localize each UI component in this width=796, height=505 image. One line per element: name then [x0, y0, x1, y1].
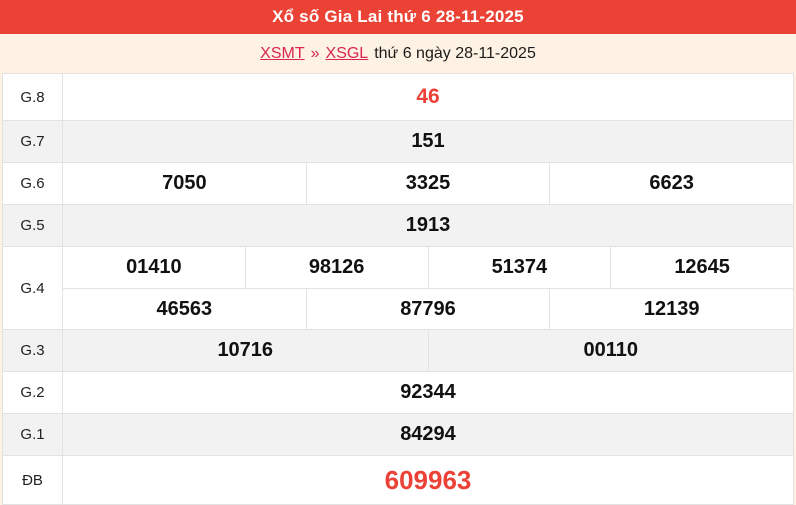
prize-label: G.5: [3, 205, 63, 246]
prize-values: 151: [63, 121, 793, 162]
prize-values: 609963: [63, 456, 793, 504]
prize-row-g7: G.7 151: [3, 120, 793, 162]
prize-number: 51374: [427, 247, 611, 288]
prize-label: G.8: [3, 74, 63, 120]
prize-label: G.3: [3, 330, 63, 371]
prize-number: 87796: [305, 289, 550, 329]
prize-subrow: 10716 00110: [63, 330, 793, 371]
prize-row-g3: G.3 10716 00110: [3, 329, 793, 371]
prize-values: 1913: [63, 205, 793, 246]
prize-subrow: 01410 98126 51374 12645: [63, 247, 793, 288]
prize-values: 46: [63, 74, 793, 120]
prize-row-g4: G.4 01410 98126 51374 12645 46563 87796 12139: [3, 246, 793, 329]
prize-number: 151: [411, 130, 445, 152]
prize-subrow: 7050 3325 6623: [63, 163, 793, 204]
prize-number: 10716: [217, 339, 274, 361]
prize-label: G.4: [3, 247, 63, 329]
breadcrumb-link-xsmt[interactable]: XSMT: [260, 44, 305, 62]
prize-label: G.2: [3, 372, 63, 413]
prize-label: ĐB: [3, 456, 63, 504]
prize-values: 7050 3325 6623: [63, 163, 793, 204]
results-table: G.8 46 G.7 151 G.6 7050 3325 6623 G.5 1913 G.4 0141…: [2, 73, 794, 505]
prize-values: 92344: [63, 372, 793, 413]
prize-subrow: 46563 87796 12139: [63, 288, 793, 329]
prize-row-g8: G.8 46: [3, 74, 793, 120]
prize-number: 92344: [400, 381, 456, 403]
prize-number: 6623: [549, 163, 793, 204]
prize-number: 84294: [400, 423, 456, 445]
prize-subrow: 92344: [63, 372, 793, 413]
prize-number: 7050: [162, 172, 207, 194]
prize-number: 98126: [244, 247, 428, 288]
prize-subrow: 151: [63, 121, 793, 162]
prize-label: G.6: [3, 163, 63, 204]
prize-label: G.7: [3, 121, 63, 162]
prize-number: 46563: [156, 297, 213, 320]
prize-subrow: 609963: [63, 456, 793, 504]
prize-values: 84294: [63, 414, 793, 455]
page-title: Xổ số Gia Lai thứ 6 28-11-2025: [272, 7, 524, 26]
breadcrumb-separator: »: [310, 44, 320, 62]
page-header: Xổ số Gia Lai thứ 6 28-11-2025: [0, 0, 796, 34]
prize-subrow: 46: [63, 74, 793, 120]
prize-row-g5: G.5 1913: [3, 204, 793, 246]
prize-number: 12645: [610, 247, 793, 288]
prize-subrow: 1913: [63, 205, 793, 246]
breadcrumb-date-text: thứ 6 ngày 28-11-2025: [374, 44, 536, 62]
prize-subrow: 84294: [63, 414, 793, 455]
breadcrumb-link-xsgl[interactable]: XSGL: [325, 44, 369, 62]
prize-label: G.1: [3, 414, 63, 455]
prize-number: 00110: [427, 330, 794, 371]
prize-values: 01410 98126 51374 12645 46563 87796 12139: [63, 247, 793, 329]
prize-number: 1913: [405, 214, 451, 236]
prize-number: 01410: [126, 256, 182, 278]
prize-row-g2: G.2 92344: [3, 371, 793, 413]
prize-values: 10716 00110: [63, 330, 793, 371]
breadcrumb: XSMT » XSGL thứ 6 ngày 28-11-2025: [0, 34, 796, 73]
prize-number: 3325: [305, 163, 550, 204]
prize-row-g1: G.1 84294: [3, 413, 793, 455]
prize-number: 609963: [384, 464, 472, 495]
prize-row-g6: G.6 7050 3325 6623: [3, 162, 793, 204]
prize-number: 12139: [549, 289, 793, 329]
prize-row-db: ĐB 609963: [3, 455, 793, 504]
prize-number: 46: [416, 85, 440, 108]
